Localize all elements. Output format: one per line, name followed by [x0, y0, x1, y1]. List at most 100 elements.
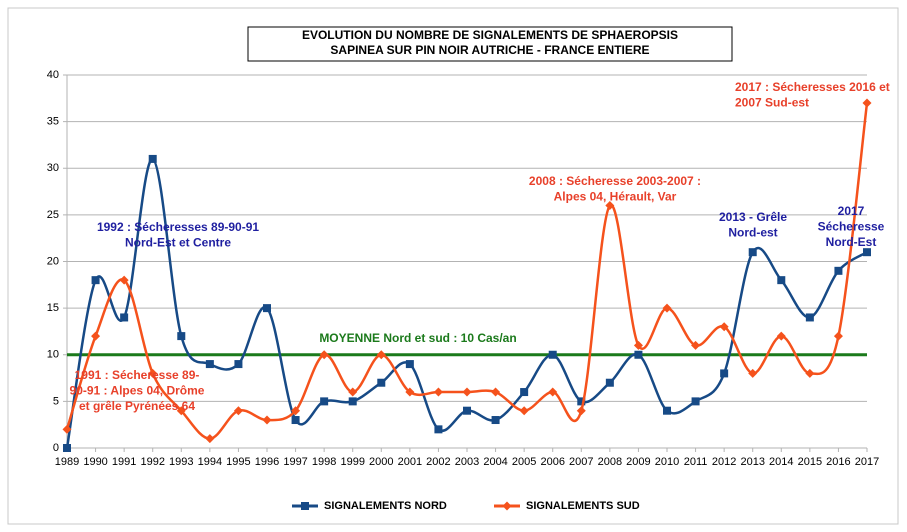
point-marker [91, 276, 100, 285]
legend-label: SIGNALEMENTS SUD [526, 500, 640, 512]
x-tick-label: 2015 [798, 456, 822, 468]
point-marker [263, 304, 271, 313]
point-marker [748, 368, 758, 378]
point-marker [633, 340, 643, 350]
point-marker [291, 416, 300, 425]
point-marker [662, 303, 672, 313]
point-marker [405, 387, 415, 397]
point-marker [63, 444, 71, 452]
point-marker [833, 331, 843, 341]
point-marker [262, 415, 272, 425]
point-marker [776, 331, 786, 341]
point-marker [148, 368, 158, 378]
x-tick-label: 2014 [769, 456, 793, 468]
point-marker [319, 350, 329, 360]
x-tick-label: 2007 [569, 456, 593, 468]
annotation: Alpes 04, Hérault, Var [554, 190, 677, 204]
point-marker [863, 248, 871, 257]
y-tick-label: 15 [47, 302, 59, 314]
annotation: 90-91 : Alpes 04, Drôme [70, 384, 205, 398]
point-marker [491, 416, 500, 425]
chart-title: SAPINEA SUR PIN NOIR AUTRICHE - FRANCE E… [330, 43, 649, 57]
x-tick-label: 1999 [340, 456, 364, 468]
point-marker [519, 406, 529, 416]
point-marker [177, 332, 186, 341]
annotation: Nord-Est [826, 235, 877, 249]
point-marker [91, 331, 101, 341]
annotation: et grêle Pyrénées 64 [79, 399, 195, 413]
point-marker [62, 424, 72, 434]
point-marker [148, 154, 157, 163]
x-tick-label: 2004 [483, 456, 507, 468]
x-tick-label: 2000 [369, 456, 393, 468]
y-tick-label: 10 [47, 349, 59, 361]
point-marker [205, 434, 215, 444]
x-tick-label: 2017 [855, 456, 879, 468]
point-marker [548, 350, 557, 359]
y-tick-label: 40 [47, 69, 59, 81]
y-tick-label: 35 [47, 116, 59, 128]
point-marker [433, 387, 443, 397]
point-marker [405, 360, 414, 369]
x-tick-label: 2010 [655, 456, 679, 468]
point-marker [320, 397, 329, 406]
x-tick-label: 2012 [712, 456, 736, 468]
point-marker [577, 397, 586, 406]
x-tick-label: 1996 [255, 456, 279, 468]
point-marker [719, 322, 729, 332]
x-tick-label: 2011 [684, 456, 708, 468]
annotation: 2017 : Sécheresses 2016 et [735, 80, 890, 94]
point-marker [176, 406, 186, 416]
point-marker [862, 98, 872, 108]
point-marker [748, 248, 757, 257]
annotation: 1992 : Sécheresses 89-90-91 [97, 220, 259, 234]
annotation: 2017 [838, 204, 865, 218]
point-marker [720, 369, 729, 378]
annotation: 2007 Sud-est [735, 96, 809, 110]
x-tick-label: 1994 [198, 456, 222, 468]
point-marker [834, 266, 843, 275]
point-marker [462, 387, 472, 397]
annotation: Nord-Est et Centre [125, 236, 231, 250]
x-tick-label: 1993 [169, 456, 193, 468]
point-marker [463, 406, 471, 415]
point-marker [234, 360, 243, 369]
x-tick-label: 2009 [626, 456, 650, 468]
point-marker [805, 313, 814, 322]
x-tick-label: 1990 [83, 456, 107, 468]
y-tick-label: 25 [47, 209, 59, 221]
point-marker [348, 397, 357, 406]
point-marker [777, 276, 786, 285]
point-marker [691, 397, 700, 406]
point-marker [605, 378, 614, 387]
point-marker [691, 340, 701, 350]
point-marker [605, 201, 615, 211]
point-marker [377, 378, 386, 387]
x-tick-label: 1991 [112, 456, 136, 468]
x-tick-label: 2008 [598, 456, 622, 468]
point-marker [348, 387, 358, 397]
x-tick-label: 1989 [55, 456, 79, 468]
chart-frame [7, 7, 899, 525]
annotation: 2008 : Sécheresse 2003-2007 : [529, 174, 701, 188]
x-tick-label: 1997 [283, 456, 307, 468]
x-tick-label: 2002 [426, 456, 450, 468]
x-tick-label: 2001 [398, 456, 422, 468]
x-tick-label: 2013 [740, 456, 764, 468]
point-marker [520, 388, 529, 397]
x-tick-label: 1998 [312, 456, 336, 468]
title-box [247, 26, 733, 62]
chart-title: EVOLUTION DU NOMBRE DE SIGNALEMENTS DE S… [302, 28, 678, 42]
point-marker [548, 387, 558, 397]
point-marker [205, 360, 214, 369]
y-tick-label: 30 [47, 162, 59, 174]
point-marker [434, 425, 443, 434]
point-marker [233, 406, 243, 416]
mean-label: MOYENNE Nord et sud : 10 Cas/an [319, 331, 516, 345]
x-tick-label: 2006 [540, 456, 564, 468]
legend-label: SIGNALEMENTS NORD [324, 500, 447, 512]
y-tick-label: 20 [47, 255, 59, 267]
annotation: 1991 : Sécheresse 89- [75, 368, 200, 382]
x-tick-label: 1992 [140, 456, 164, 468]
